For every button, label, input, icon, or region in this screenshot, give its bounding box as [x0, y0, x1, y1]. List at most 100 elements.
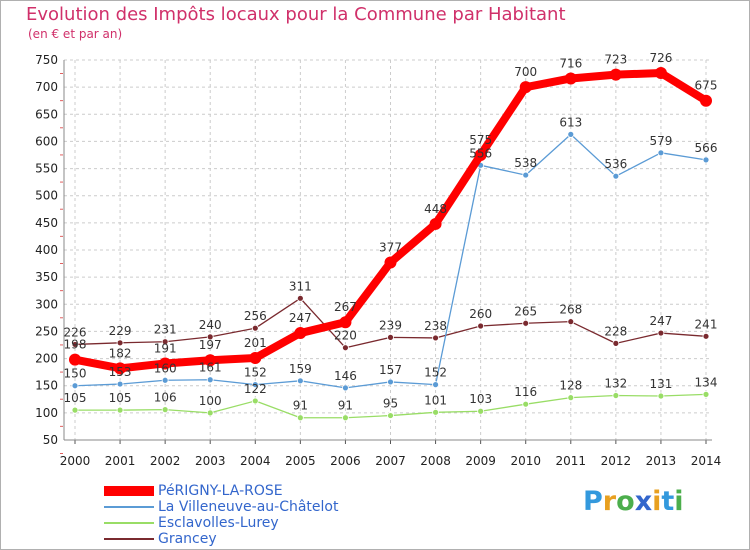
- legend-swatch-perigny: [104, 486, 154, 496]
- legend-swatch-esclavolles: [104, 522, 154, 524]
- data-label-grancey-2014: 241: [695, 317, 718, 331]
- data-label-p-rigny-la-rose-2010: 700: [514, 65, 537, 79]
- point-grancey-2012: [612, 339, 620, 347]
- logo-letter-0: P: [583, 486, 603, 517]
- point-grancey-2008: [432, 334, 439, 342]
- data-label-esclavolles-lurey-2001: 105: [109, 391, 132, 405]
- data-label-grancey-2002: 231: [154, 323, 177, 337]
- y-tick-label-100: 100: [35, 406, 58, 420]
- point-grancey-2005: [296, 294, 304, 302]
- x-tick-label-2008: 2008: [420, 454, 451, 468]
- data-label-la-villeneuve-au-ch-telot-2010: 538: [514, 156, 537, 170]
- data-label-esclavolles-lurey-2013: 131: [649, 377, 672, 391]
- point-la-villeneuve-au-ch-telot-2000: [71, 382, 79, 390]
- data-label-la-villeneuve-au-ch-telot-2013: 579: [649, 134, 672, 148]
- data-label-esclavolles-lurey-2009: 103: [469, 392, 492, 406]
- data-label-p-rigny-la-rose-2000: 198: [64, 338, 87, 352]
- chart-subtitle: (en € et par an): [28, 27, 123, 41]
- x-tick-label-2013: 2013: [646, 454, 677, 468]
- x-tick-label-2000: 2000: [60, 454, 91, 468]
- data-label-p-rigny-la-rose-2001: 182: [109, 346, 132, 360]
- data-label-grancey-2007: 239: [379, 318, 402, 332]
- legend-item-esclavolles[interactable]: Esclavolles-Lurey: [104, 515, 338, 531]
- logo-letter-4: i: [652, 486, 662, 517]
- data-label-la-villeneuve-au-ch-telot-2004: 152: [244, 366, 267, 380]
- y-tick-label-150: 150: [35, 379, 58, 393]
- logo-letter-6: i: [674, 486, 684, 517]
- data-label-p-rigny-la-rose-2011: 716: [559, 56, 582, 70]
- data-label-esclavolles-lurey-2011: 128: [559, 379, 582, 393]
- point-p-rigny-la-rose-2010: [519, 81, 532, 94]
- data-label-grancey-2004: 256: [244, 309, 267, 323]
- data-label-p-rigny-la-rose-2008: 448: [424, 202, 447, 216]
- point-esclavolles-lurey-2005: [296, 414, 304, 422]
- y-tick-label-750: 750: [35, 53, 58, 67]
- point-p-rigny-la-rose-2014: [700, 94, 712, 107]
- logo-letter-2: o: [616, 486, 635, 517]
- x-tick-label-2009: 2009: [465, 454, 496, 468]
- data-label-la-villeneuve-au-ch-telot-2003: 161: [199, 361, 222, 375]
- legend-item-villeneuve[interactable]: La Villeneuve-au-Châtelot: [104, 499, 338, 515]
- data-label-esclavolles-lurey-2010: 116: [514, 385, 537, 399]
- point-grancey-2010: [522, 319, 530, 327]
- point-la-villeneuve-au-ch-telot-2010: [522, 171, 530, 179]
- data-label-esclavolles-lurey-2002: 106: [154, 391, 177, 405]
- point-esclavolles-lurey-2012: [612, 392, 620, 399]
- data-label-la-villeneuve-au-ch-telot-2001: 153: [109, 365, 132, 379]
- point-la-villeneuve-au-ch-telot-2012: [612, 172, 620, 180]
- data-label-la-villeneuve-au-ch-telot-2009: 556: [469, 146, 492, 160]
- data-label-p-rigny-la-rose-2006: 267: [334, 300, 357, 314]
- point-grancey-2011: [567, 318, 575, 326]
- legend-label-villeneuve: La Villeneuve-au-Châtelot: [158, 499, 339, 515]
- legend-item-grancey[interactable]: Grancey: [104, 531, 338, 547]
- legend-label-grancey: Grancey: [158, 531, 217, 547]
- point-p-rigny-la-rose-2009: [474, 149, 487, 161]
- point-grancey-2004: [251, 324, 259, 332]
- axes: 50 100 150 200 250 300 350 400 450 500 550 600 650 70…: [35, 53, 721, 468]
- point-p-rigny-la-rose-2002: [159, 357, 172, 370]
- legend: PéRIGNY-LA-ROSE La Villeneuve-au-Châtelo…: [104, 483, 338, 547]
- data-label-esclavolles-lurey-2005: 91: [293, 399, 308, 413]
- data-label-grancey-2010: 265: [514, 304, 537, 318]
- data-label-grancey-2008: 238: [424, 319, 447, 333]
- point-grancey-2001: [116, 339, 124, 347]
- point-esclavolles-lurey-2006: [342, 414, 349, 422]
- x-tick-label-2007: 2007: [375, 454, 406, 468]
- x-tick-label-2012: 2012: [601, 454, 632, 468]
- point-la-villeneuve-au-ch-telot-2006: [342, 384, 349, 392]
- point-p-rigny-la-rose-2001: [114, 362, 127, 375]
- y-tick-label-300: 300: [35, 297, 58, 311]
- point-grancey-2009: [477, 322, 485, 330]
- x-tick-label-2005: 2005: [285, 454, 316, 468]
- data-labels: 226 229 231 240 256 311 220 239 238 260 265 268 228 2…: [64, 51, 718, 413]
- point-la-villeneuve-au-ch-telot-2008: [432, 381, 439, 389]
- legend-label-perigny: PéRIGNY-LA-ROSE: [158, 483, 283, 499]
- point-la-villeneuve-au-ch-telot-2001: [116, 380, 124, 388]
- data-label-grancey-2006: 220: [334, 329, 357, 343]
- data-label-grancey-2003: 240: [199, 318, 222, 332]
- data-label-p-rigny-la-rose-2012: 723: [604, 53, 627, 67]
- y-tick-label-50: 50: [43, 433, 58, 447]
- data-label-grancey-2000: 226: [64, 325, 87, 339]
- legend-swatch-grancey: [104, 538, 154, 540]
- y-tick-label-350: 350: [35, 270, 58, 284]
- point-grancey-2003: [206, 333, 214, 341]
- point-grancey-2002: [161, 338, 169, 346]
- point-p-rigny-la-rose-2000: [69, 353, 81, 366]
- series-lines: [69, 67, 712, 422]
- point-la-villeneuve-au-ch-telot-2011: [567, 130, 575, 138]
- data-label-la-villeneuve-au-ch-telot-2006: 146: [334, 369, 357, 383]
- data-label-p-rigny-la-rose-2014: 675: [695, 79, 718, 93]
- point-esclavolles-lurey-2007: [387, 412, 394, 419]
- legend-item-perigny[interactable]: PéRIGNY-LA-ROSE: [104, 483, 338, 499]
- point-esclavolles-lurey-2008: [432, 408, 439, 416]
- point-grancey-2007: [387, 333, 394, 341]
- data-label-la-villeneuve-au-ch-telot-2011: 613: [559, 115, 582, 129]
- data-label-esclavolles-lurey-2003: 100: [199, 394, 222, 408]
- point-esclavolles-lurey-2002: [161, 406, 169, 414]
- point-esclavolles-lurey-2001: [116, 406, 124, 414]
- x-tick-label-2001: 2001: [105, 454, 136, 468]
- x-tick-label-2006: 2006: [330, 454, 361, 468]
